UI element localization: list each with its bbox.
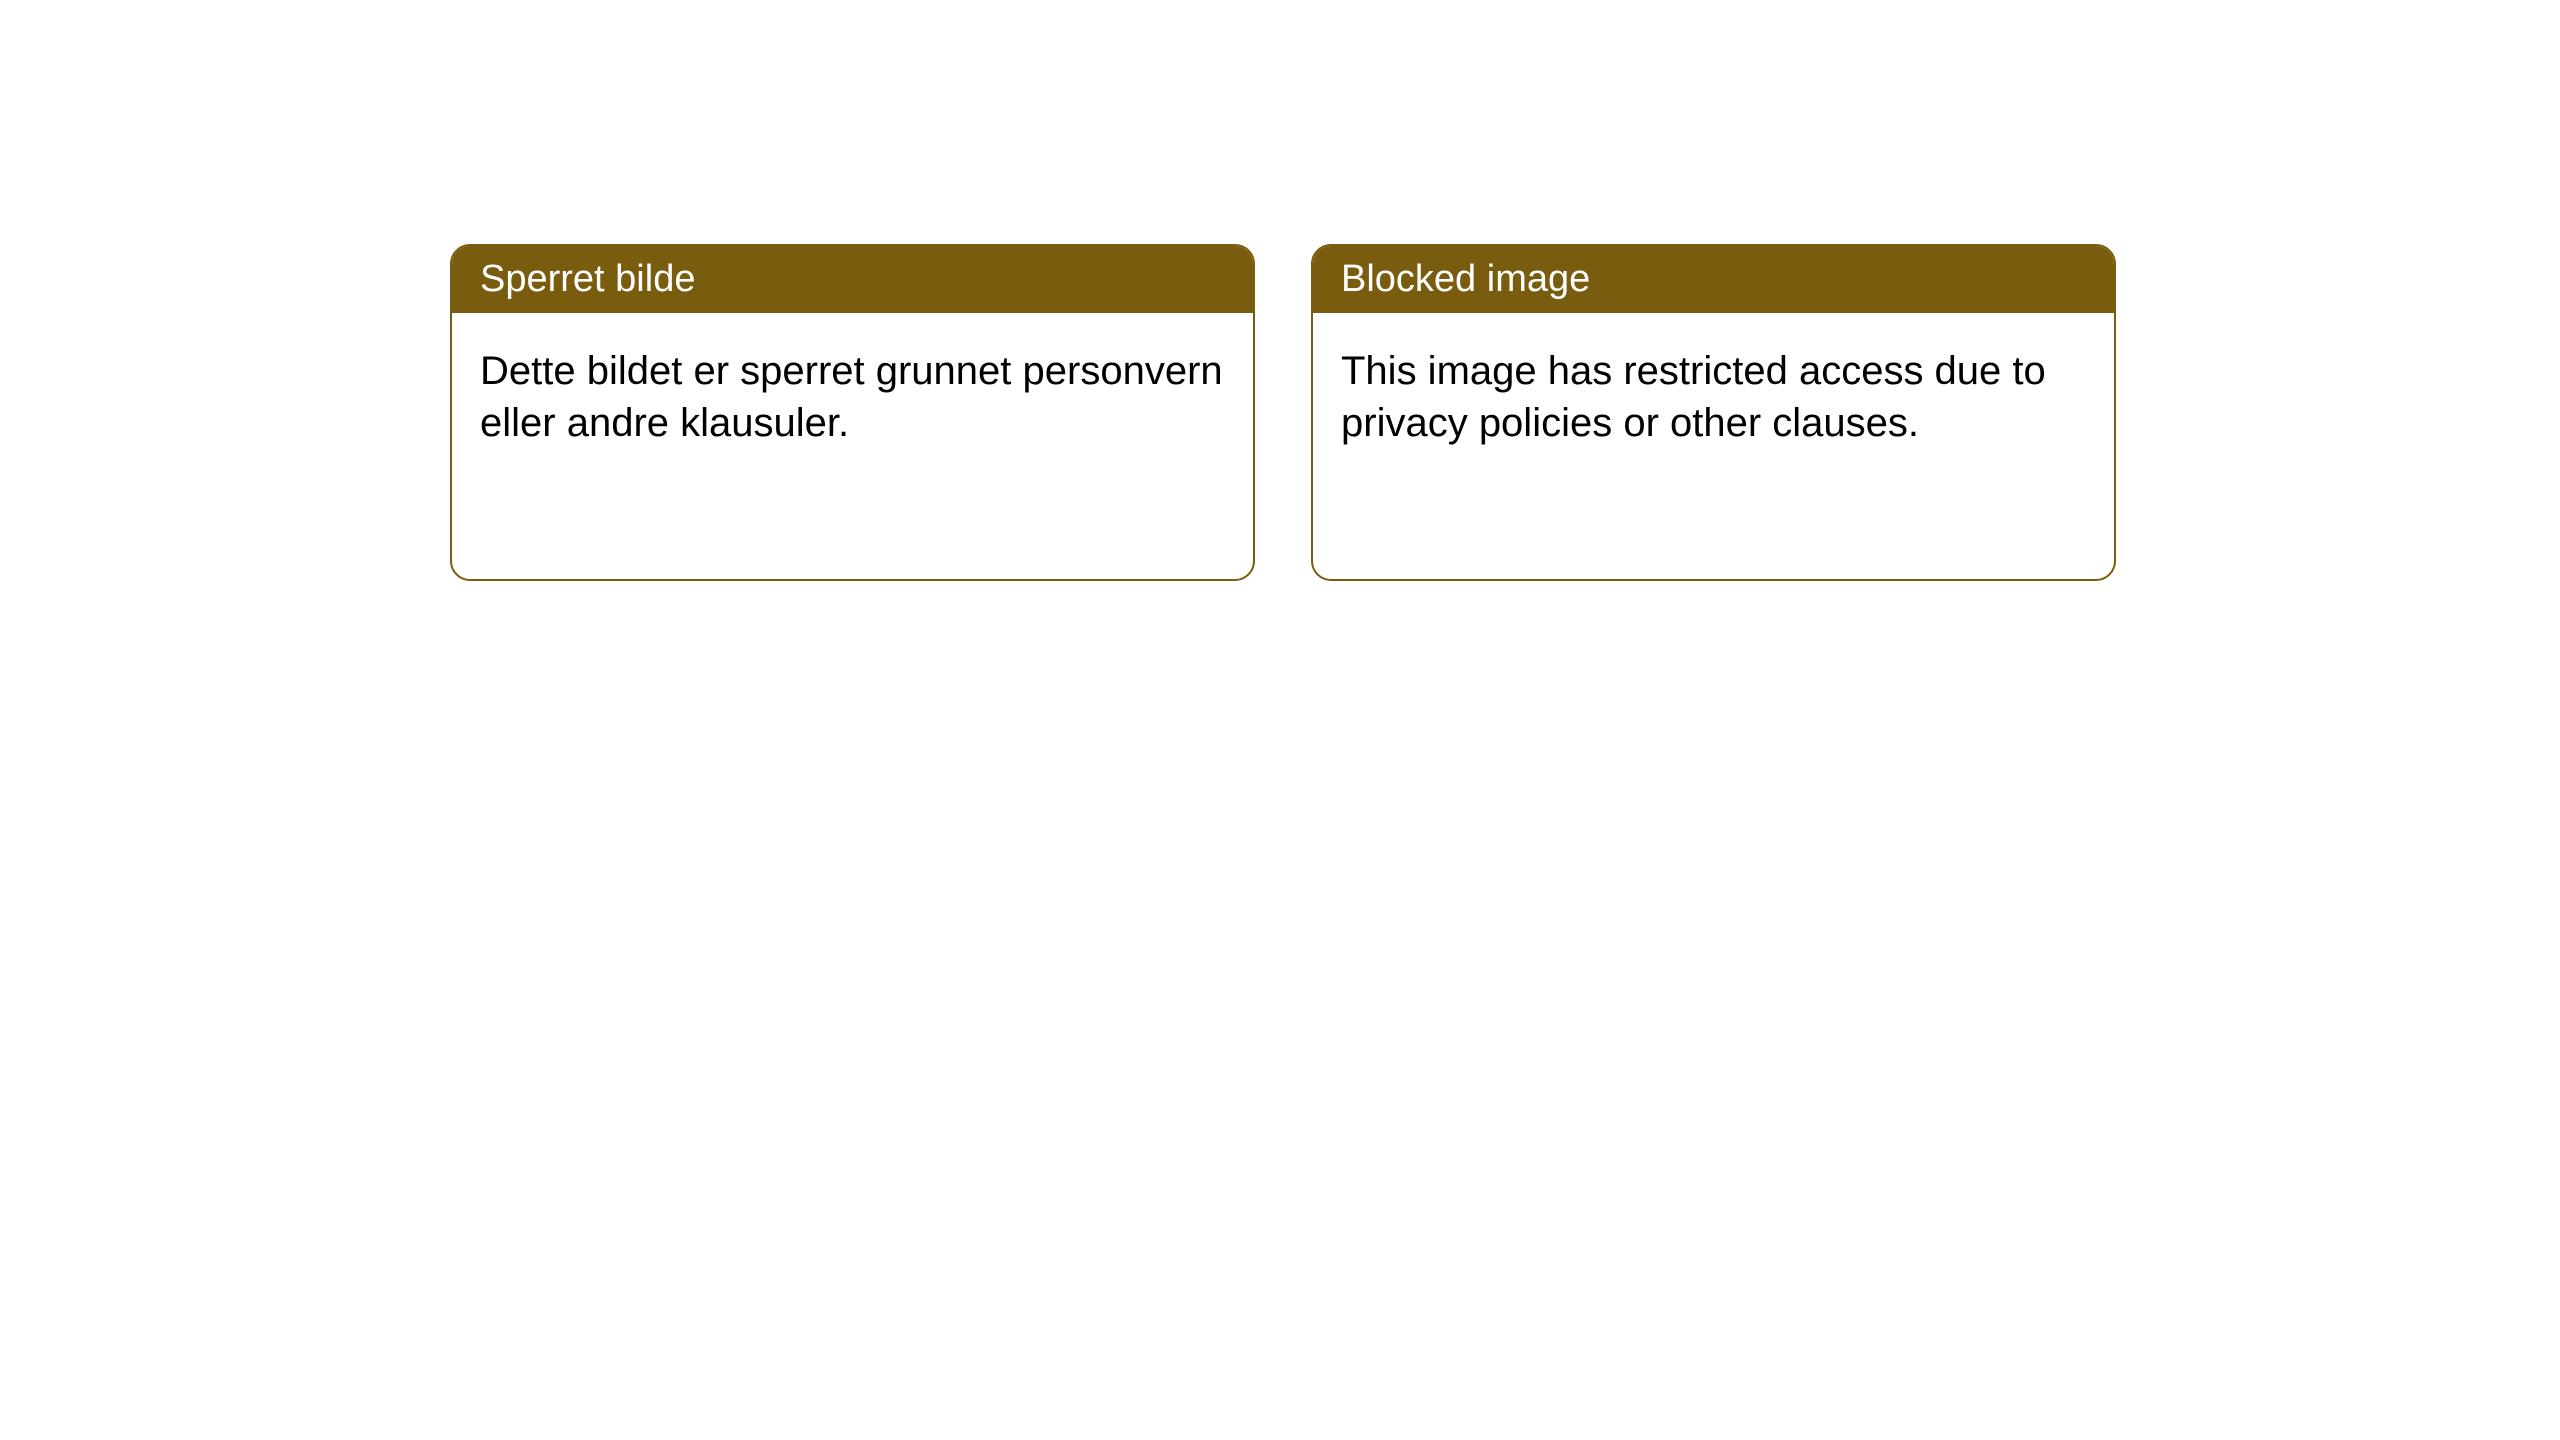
card-body-text: Dette bildet er sperret grunnet personve… bbox=[480, 349, 1223, 445]
card-header: Blocked image bbox=[1313, 246, 2114, 313]
notice-cards-container: Sperret bilde Dette bildet er sperret gr… bbox=[0, 0, 2560, 581]
card-header: Sperret bilde bbox=[452, 246, 1253, 313]
card-body-text: This image has restricted access due to … bbox=[1341, 349, 2046, 445]
card-title: Sperret bilde bbox=[480, 258, 695, 300]
notice-card-norwegian: Sperret bilde Dette bildet er sperret gr… bbox=[450, 244, 1255, 581]
card-body: This image has restricted access due to … bbox=[1313, 313, 2114, 481]
card-title: Blocked image bbox=[1341, 258, 1590, 300]
card-body: Dette bildet er sperret grunnet personve… bbox=[452, 313, 1253, 481]
notice-card-english: Blocked image This image has restricted … bbox=[1311, 244, 2116, 581]
